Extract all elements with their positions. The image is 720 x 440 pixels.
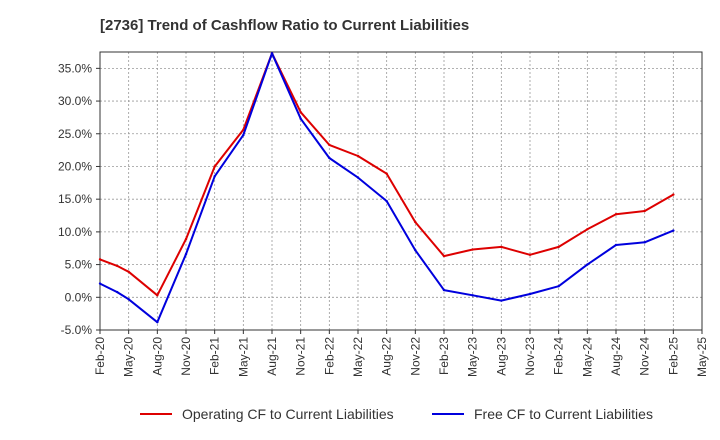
x-tick-label: Nov-22: [408, 337, 422, 376]
x-tick-label: Feb-25: [666, 337, 680, 375]
data-point: [98, 282, 102, 285]
data-point: [299, 110, 302, 114]
x-tick-label: May-25: [695, 337, 709, 377]
x-tick-label: Feb-24: [552, 337, 566, 375]
y-tick-label: 0.0%: [65, 290, 93, 304]
y-tick-label: 5.0%: [65, 258, 93, 272]
data-point: [356, 176, 360, 179]
x-tick-label: Aug-20: [150, 337, 164, 376]
data-point: [414, 220, 417, 224]
data-point: [614, 213, 618, 216]
x-tick-label: Nov-24: [638, 337, 652, 376]
data-point: [156, 320, 159, 324]
grid: [99, 52, 703, 331]
x-tick-label: Feb-20: [93, 337, 107, 375]
data-point: [98, 258, 102, 261]
x-tick-label: May-22: [351, 337, 365, 377]
data-point: [328, 156, 331, 160]
data-point: [557, 245, 560, 249]
series-lines: [98, 52, 675, 324]
data-point: [586, 263, 589, 266]
x-tick-label: May-21: [236, 337, 250, 377]
data-point: [672, 193, 675, 196]
data-point: [528, 292, 532, 296]
data-point: [557, 284, 560, 288]
x-tick-label: Aug-23: [494, 337, 508, 376]
x-tick-label: Aug-22: [380, 337, 394, 376]
data-point: [500, 299, 503, 302]
data-point: [299, 117, 302, 120]
y-tick-label: 25.0%: [58, 127, 92, 141]
data-point: [213, 165, 216, 168]
data-point: [500, 245, 503, 249]
y-tick-label: 30.0%: [58, 94, 92, 108]
data-point: [442, 254, 446, 258]
data-point: [528, 253, 532, 256]
x-tick-label: Feb-22: [322, 337, 336, 375]
x-tick-label: Nov-21: [294, 337, 308, 376]
data-point: [385, 172, 388, 175]
plot-frame: [99, 51, 703, 331]
x-tick-label: Aug-24: [609, 337, 623, 376]
data-point: [270, 52, 274, 55]
y-tick-label: 15.0%: [58, 192, 92, 206]
data-point: [156, 294, 159, 297]
legend-label-2: Free CF to Current Liabilities: [474, 406, 653, 422]
data-point: [127, 270, 130, 273]
y-tick-label: 10.0%: [58, 225, 92, 239]
x-tick-label: May-24: [580, 337, 594, 377]
data-point: [242, 133, 245, 137]
x-tick-label: May-20: [122, 337, 136, 377]
x-tick-label: Feb-21: [208, 337, 222, 375]
data-point: [184, 237, 188, 241]
data-point: [471, 248, 474, 251]
data-point: [471, 294, 474, 297]
data-point: [414, 248, 417, 252]
y-tick-label: -5.0%: [61, 323, 93, 337]
legend: Operating CF to Current Liabilities Free …: [140, 406, 653, 422]
data-point: [356, 154, 360, 158]
series-line-1: [99, 52, 674, 297]
data-point: [328, 143, 331, 147]
data-point: [213, 175, 216, 178]
data-point: [116, 290, 119, 294]
data-point: [127, 298, 130, 301]
series-line-2: [99, 52, 674, 324]
data-point: [586, 228, 589, 231]
data-point: [672, 229, 675, 232]
data-point: [643, 209, 646, 213]
x-tick-label: Aug-21: [265, 337, 279, 376]
x-tick-label: May-23: [466, 337, 480, 377]
data-point: [385, 199, 388, 203]
data-point: [614, 243, 618, 247]
data-point: [184, 252, 188, 256]
chart-title: [2736] Trend of Cashflow Ratio to Curren…: [100, 17, 469, 34]
x-tick-label: Nov-23: [523, 337, 537, 376]
data-point: [643, 241, 646, 244]
axes: 35.0% 30.0% 25.0% 20.0% 15.0% 10.0% 5.0% 0.0% -5…: [58, 51, 709, 377]
y-tick-label: 20.0%: [58, 159, 92, 173]
y-tick-label: 35.0%: [58, 61, 92, 75]
x-tick-label: Nov-20: [179, 337, 193, 376]
x-tick-label: Feb-23: [437, 337, 451, 375]
data-point: [116, 264, 119, 268]
data-point: [442, 288, 446, 292]
legend-label-1: Operating CF to Current Liabilities: [182, 406, 394, 422]
